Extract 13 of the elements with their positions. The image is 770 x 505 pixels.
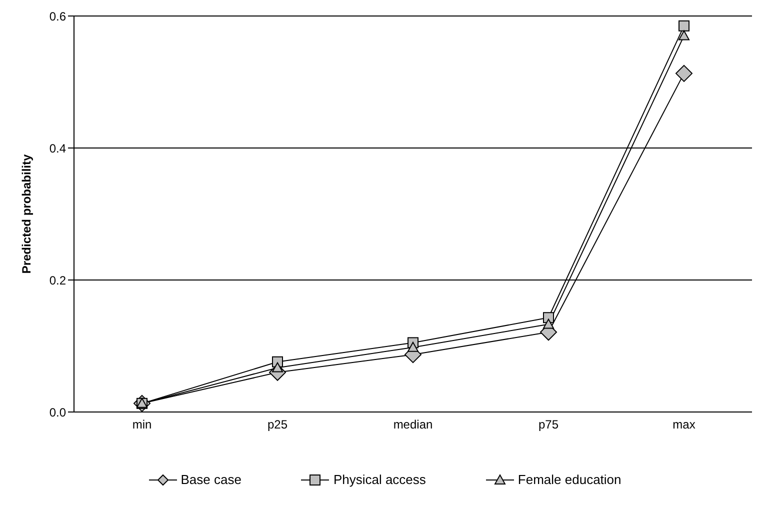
legend-label: Base case xyxy=(180,472,242,487)
y-tick-label: 0.4 xyxy=(49,141,66,156)
y-tick-label: 0.6 xyxy=(49,9,66,24)
x-tick-label: p75 xyxy=(538,418,559,432)
legend-label: Female education xyxy=(516,472,622,487)
y-tick-label: 0.2 xyxy=(49,273,66,288)
legend-label: Physical access xyxy=(332,472,426,487)
x-tick-label: median xyxy=(393,418,433,432)
x-tick-label: min xyxy=(132,418,152,432)
x-tick-label: max xyxy=(672,418,696,432)
x-tick-label: p25 xyxy=(267,418,288,432)
y-tick-label: 0.0 xyxy=(49,405,66,420)
y-axis-title: Predicted probability xyxy=(19,154,34,274)
